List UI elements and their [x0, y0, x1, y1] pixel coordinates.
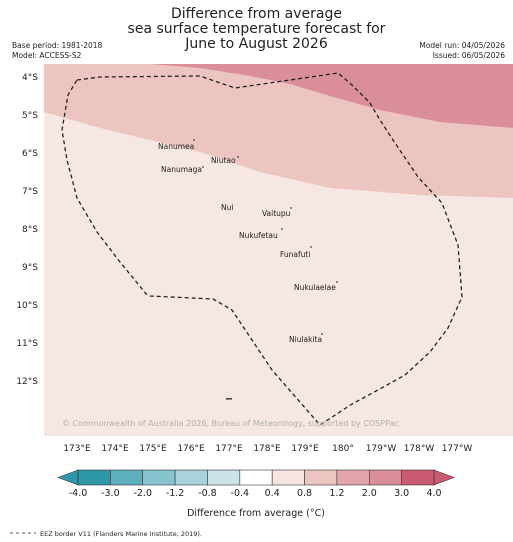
lon-label: 179°W: [366, 444, 397, 454]
colorbar-swatch: [142, 469, 176, 486]
lon-label: 177°E: [215, 444, 243, 454]
colorbar-swatch: [271, 469, 305, 486]
lon-label: 176°E: [177, 444, 205, 454]
island-label-nanumea: Nanumea: [158, 142, 194, 151]
model-run: Model run: 04/05/2026: [419, 41, 505, 50]
title-line-3: June to August 2026: [185, 36, 328, 52]
island-dot-nukulaelae: [336, 281, 338, 283]
lon-label: 178°E: [253, 444, 281, 454]
lon-label: 174°E: [101, 444, 129, 454]
lat-label: 7°S: [22, 187, 38, 197]
colorbar-swatch: [174, 469, 208, 486]
colorbar-swatch: [110, 469, 144, 486]
lat-label: 6°S: [22, 149, 38, 159]
island-dot-niulakita: [321, 333, 323, 335]
lon-axis: 173°E 174°E 175°E 176°E 177°E 178°E 179°…: [63, 444, 472, 454]
island-dot-niutao: [237, 156, 239, 158]
lon-label: 180°: [332, 444, 354, 454]
base-period: Base period: 1981-2018: [12, 41, 103, 50]
colorbar-tick-label: -2.0: [133, 488, 152, 499]
lon-label: 177°W: [442, 444, 473, 454]
title-line-1: Difference from average: [171, 6, 342, 22]
colorbar-tick-label: 2.0: [362, 488, 377, 499]
island-dot-nanumea: [193, 139, 195, 141]
colorbar-tick-label: -0.4: [231, 488, 250, 499]
island-label-nukulaelae: Nukulaelae: [294, 283, 336, 292]
lat-label: 4°S: [22, 73, 38, 83]
lat-label: 11°S: [16, 339, 38, 349]
lat-label: 5°S: [22, 111, 38, 121]
issued-date: Issued: 06/05/2026: [432, 51, 505, 60]
island-label-nanumaga: Nanumaga: [161, 165, 202, 174]
colorbar-swatch: [239, 469, 273, 486]
lat-label: 10°S: [16, 301, 38, 311]
reef-marker: [226, 398, 232, 400]
colorbar-tick-label: -3.0: [101, 488, 120, 499]
island-dot-vaitupu: [290, 207, 292, 209]
lon-label: 179°E: [291, 444, 319, 454]
map-area: Nanumea Niutao Nanumaga Nui Vaitupu Nuku…: [44, 64, 513, 436]
island-label-niutao: Niutao: [211, 156, 236, 165]
colorbar-extend-low: [57, 469, 79, 486]
colorbar-extend-high: [433, 469, 455, 486]
island-label-niulakita: Niulakita: [289, 335, 322, 344]
island-label-nukufetau: Nukufetau: [239, 231, 278, 240]
colorbar-swatch: [336, 469, 370, 486]
colorbar-swatch: [368, 469, 402, 486]
lat-label: 12°S: [16, 377, 38, 387]
anomaly-band-strong: [44, 64, 513, 128]
colorbar-tick-label: 1.2: [329, 488, 344, 499]
colorbar-tick-label: -4.0: [69, 488, 88, 499]
colorbar: -4.0 -3.0 -2.0 -1.2 -0.8 -0.4 0.4 0.8 1.2 2.0 3.0 4…: [57, 469, 455, 499]
lat-label: 8°S: [22, 225, 38, 235]
island-dot-funafuti: [310, 246, 312, 248]
colorbar-tick-label: 0.4: [265, 488, 280, 499]
lon-label: 178°W: [404, 444, 435, 454]
colorbar-tick-label: -1.2: [166, 488, 185, 499]
lat-label: 9°S: [22, 263, 38, 273]
lon-label: 175°E: [139, 444, 167, 454]
colorbar-tick-label: 3.0: [394, 488, 409, 499]
island-label-nui: Nui: [221, 203, 233, 212]
island-label-funafuti: Funafuti: [280, 250, 310, 259]
colorbar-swatch: [207, 469, 241, 486]
title-line-2: sea surface temperature forecast for: [127, 21, 386, 37]
model-name: Model: ACCESS-S2: [12, 51, 82, 60]
colorbar-swatch: [77, 469, 111, 486]
lat-axis: 4°S 5°S 6°S 7°S 8°S 9°S 10°S 11°S 12°S: [16, 73, 38, 387]
colorbar-tick-label: 0.8: [297, 488, 312, 499]
eez-legend-text: EEZ border V11 (Flanders Marine Institut…: [40, 530, 202, 538]
island-label-vaitupu: Vaitupu: [262, 209, 291, 218]
eez-border: [61, 72, 463, 426]
colorbar-tick-label: -0.8: [198, 488, 217, 499]
island-dot-nanumaga: [202, 166, 204, 168]
colorbar-tick-label: 4.0: [426, 488, 441, 499]
colorbar-label: Difference from average (°C): [187, 508, 325, 519]
lon-label: 173°E: [63, 444, 91, 454]
copyright-watermark: © Commonwealth of Australia 2026, Bureau…: [62, 419, 399, 428]
colorbar-swatch: [304, 469, 338, 486]
island-dot-nukufetau: [281, 228, 283, 230]
colorbar-swatch: [401, 469, 435, 486]
